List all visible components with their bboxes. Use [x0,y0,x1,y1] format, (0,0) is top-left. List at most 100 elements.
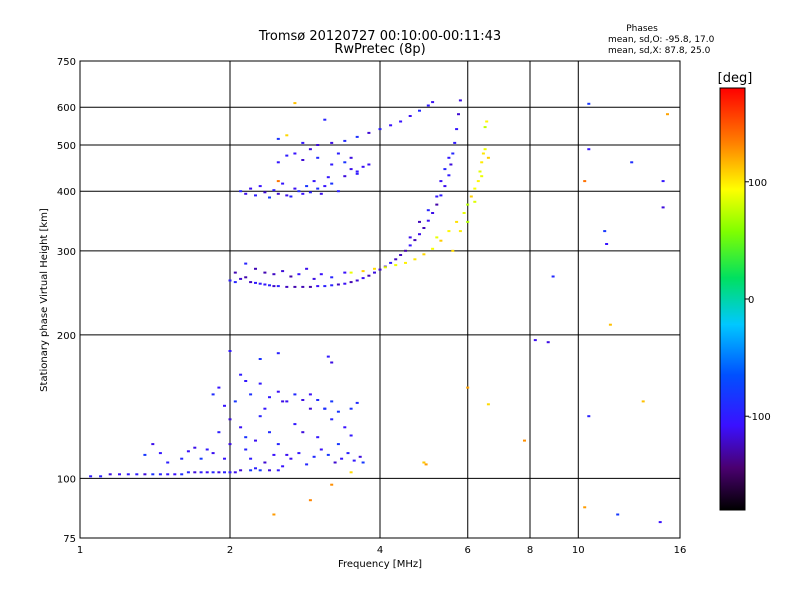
data-point [258,469,262,472]
x-tick-label: 6 [465,545,471,556]
data-point [373,271,376,274]
data-point [285,194,289,197]
data-point [413,239,417,242]
data-point [319,192,323,195]
data-point [394,258,398,261]
data-point [244,262,248,265]
data-point [228,443,232,446]
data-point [158,473,162,476]
plot-frame [79,60,681,539]
data-point [285,453,289,456]
data-point [193,471,197,474]
data-point [480,175,484,178]
data-point [239,373,243,376]
data-point [272,513,276,516]
data-point [308,407,312,410]
data-point [486,403,490,406]
colorbar [719,87,746,511]
data-point [323,285,327,288]
data-point [478,170,482,173]
data-point [361,277,365,280]
data-point [447,174,451,177]
data-point [263,271,267,274]
colorbar-ticks: -100 0 100 [745,178,771,423]
data-point [330,418,334,421]
data-point [349,407,353,410]
data-point [336,410,340,413]
data-point [258,185,262,188]
data-point [276,469,280,472]
data-point [308,285,312,288]
data-point [583,506,587,509]
data-point [358,455,362,458]
data-point [361,165,365,168]
data-point [605,243,609,245]
data-point [289,275,293,278]
data-point [431,247,435,250]
y-tick-label: 400 [57,187,76,198]
data-point [473,187,477,190]
data-point [349,471,353,474]
data-point [349,434,353,437]
data-point [312,277,316,280]
data-point [330,182,334,185]
x-tick-label: 1 [77,545,83,556]
phases-title: Phases [626,24,658,34]
data-point [249,469,253,472]
data-point [281,465,285,468]
data-point [466,203,470,206]
data-point [268,284,271,287]
data-point [323,185,327,188]
data-point [486,156,490,159]
data-point [285,134,289,137]
x-axis-ticks: 1 2 4 6 8 10 16 [77,545,687,556]
x-axis-label: Frequency [MHz] [338,559,422,570]
data-point [316,436,320,439]
data-point [418,109,421,112]
data-point [439,180,443,183]
chart-title: Tromsø 20120727 00:10:00-00:11:43 [258,29,501,44]
data-point [276,137,280,140]
data-point [217,431,221,434]
data-point [330,276,334,279]
y-tick-label: 600 [57,103,76,114]
data-point [143,473,147,476]
data-point [458,230,462,233]
data-point [394,264,398,267]
data-point [355,135,359,138]
data-point [308,191,312,194]
x-tick-label: 2 [227,545,233,556]
data-point [228,418,232,421]
data-point [254,281,257,284]
data-point [239,190,243,193]
data-point [439,194,443,197]
data-point [323,118,327,121]
data-point [166,473,170,476]
data-point [305,185,309,188]
data-point [458,99,462,102]
data-point [473,200,477,203]
data-point [361,461,365,464]
data-point [254,439,257,442]
data-point [316,187,320,190]
data-point [336,190,340,193]
data-point [447,156,451,159]
data-point [301,285,305,288]
data-point [211,452,215,455]
data-point [355,170,359,173]
data-point [326,355,330,358]
data-point [166,461,170,464]
data-point [263,461,267,464]
y-tick-label: 200 [57,331,76,342]
data-point [355,172,359,175]
data-point [413,258,417,261]
data-point [666,113,669,116]
data-point [481,152,485,155]
data-point [217,386,221,389]
data-point [272,273,276,276]
data-point [418,220,421,223]
data-point [316,399,320,401]
colorbar-tick-label: 100 [748,178,767,189]
data-point [249,187,253,190]
data-point [99,475,103,478]
